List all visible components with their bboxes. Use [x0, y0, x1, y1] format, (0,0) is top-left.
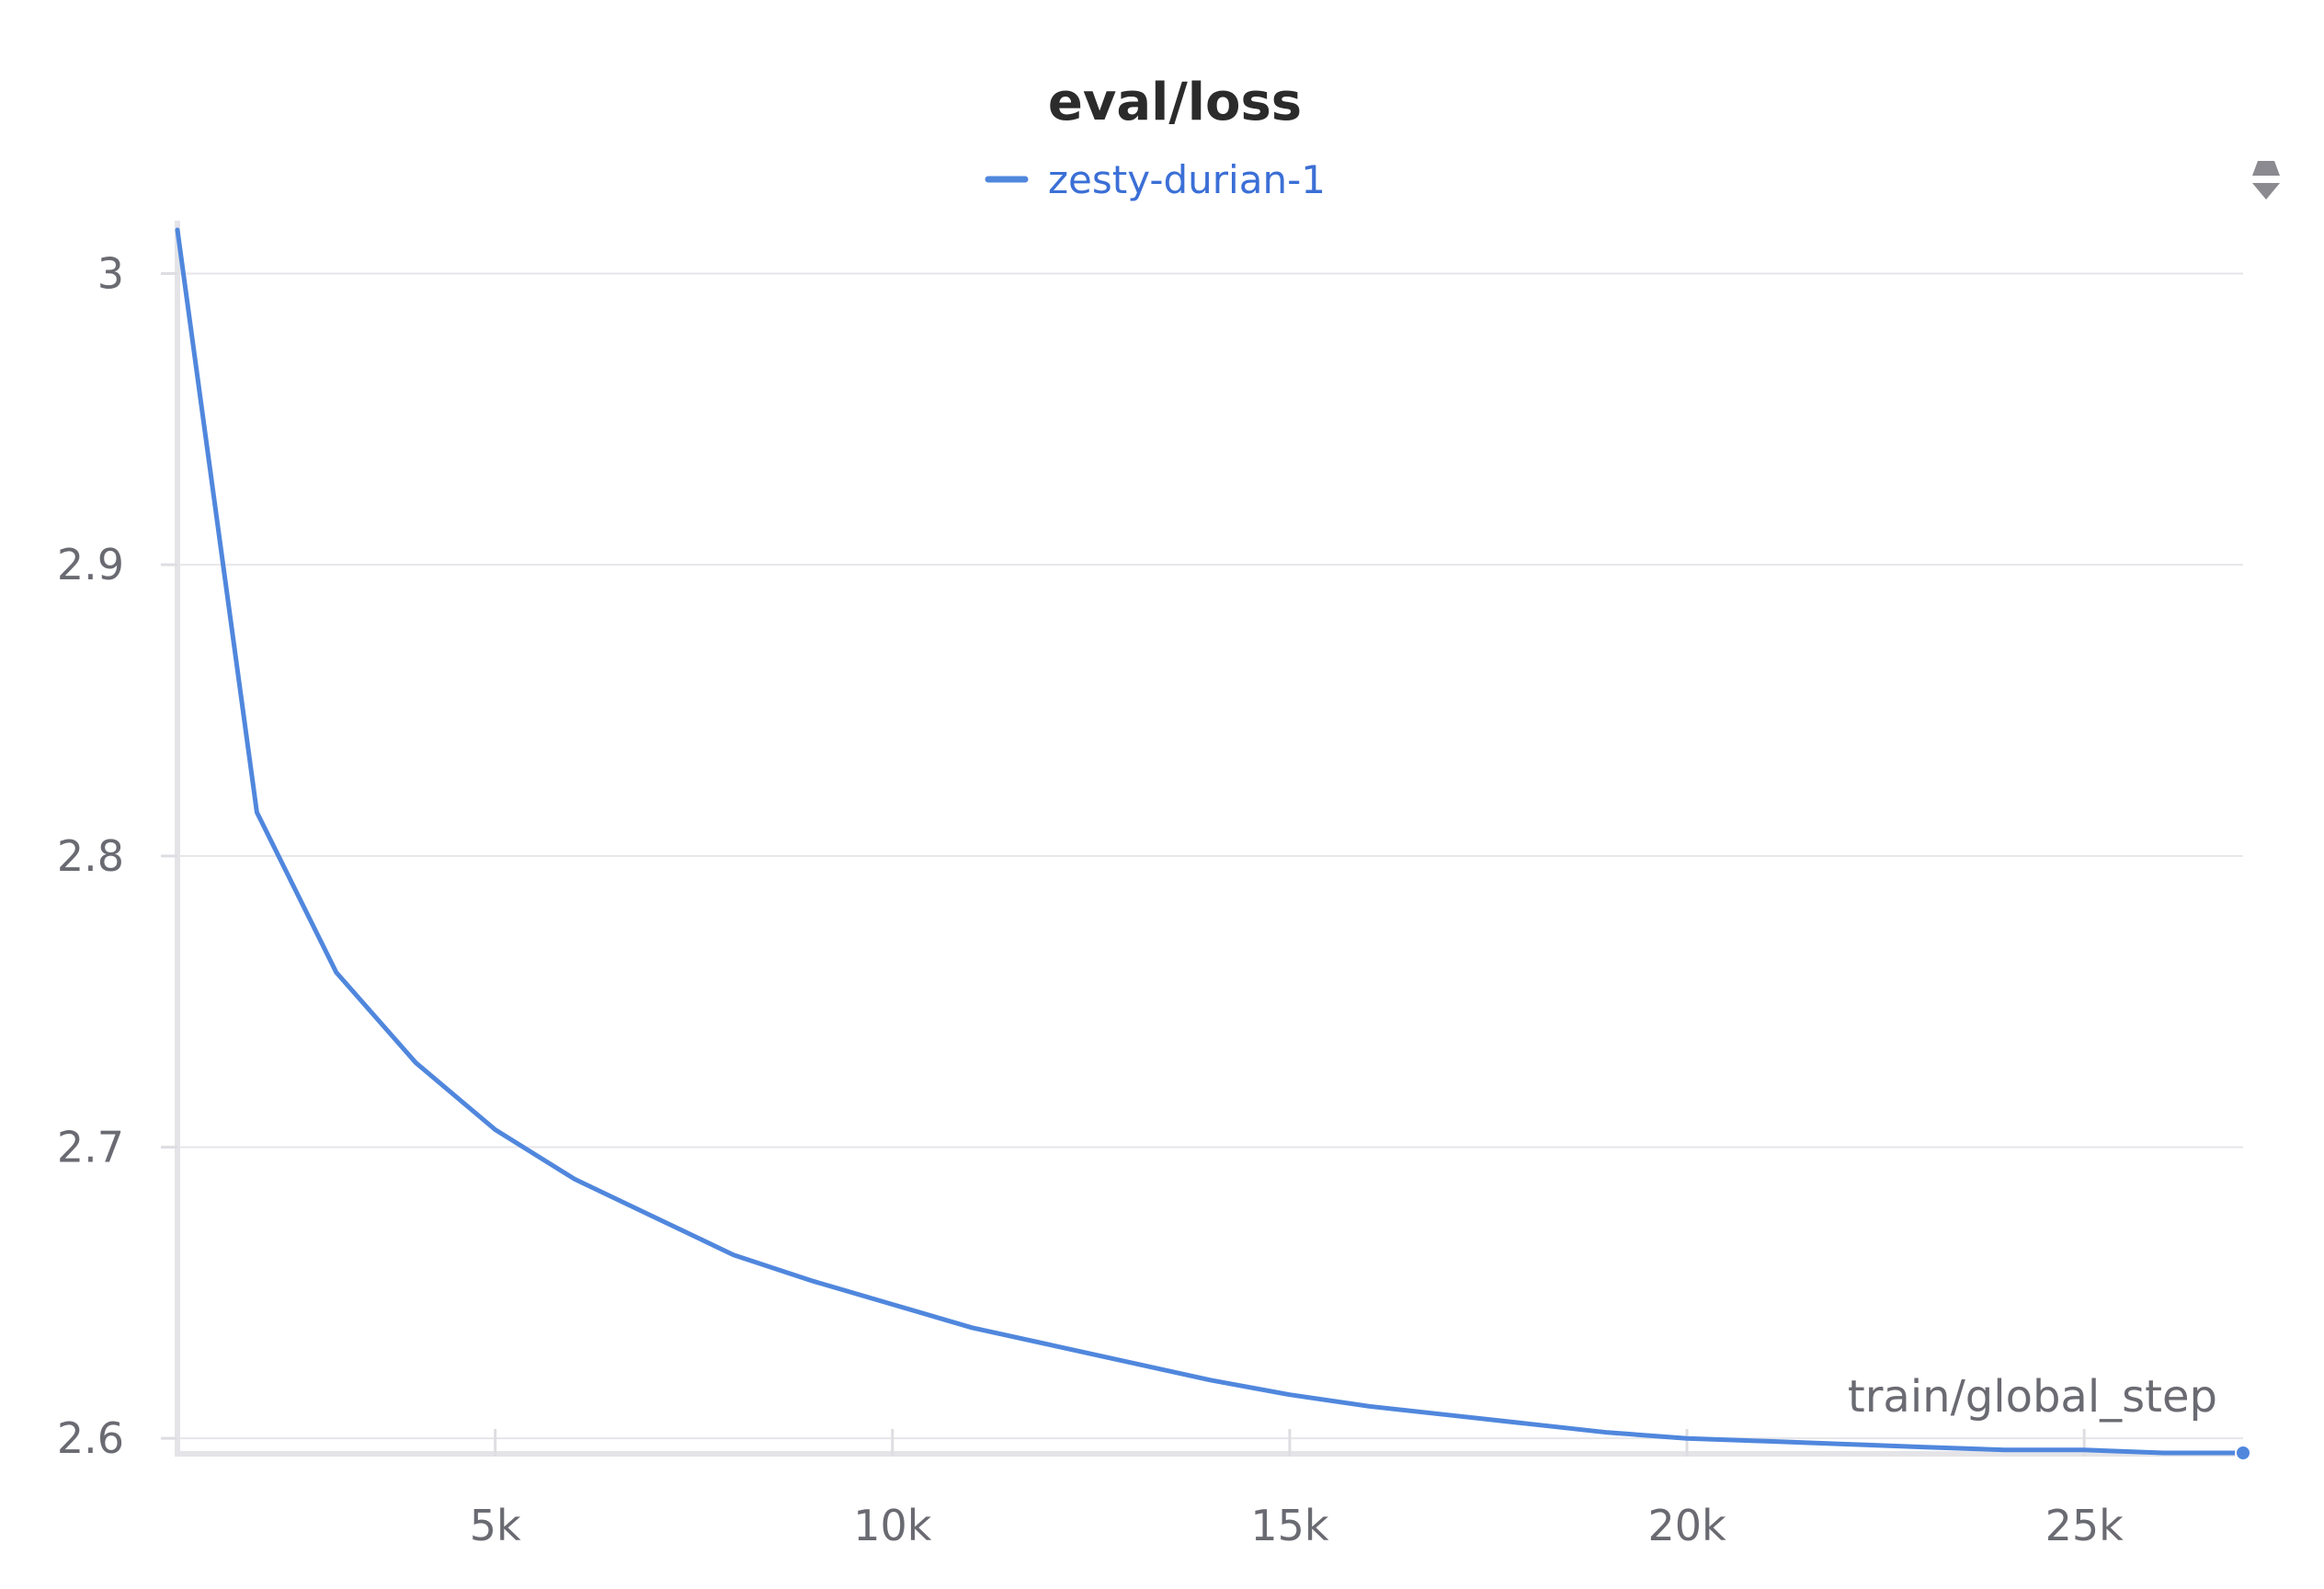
y-axis-ticks: 2.6 2.7 2.8 2.9 3 — [57, 249, 177, 1463]
y-tick-label: 3 — [97, 249, 124, 299]
y-tick-label: 2.9 — [57, 540, 124, 589]
x-tick-label: 25k — [2045, 1501, 2125, 1550]
series-lines[interactable] — [175, 227, 2251, 1461]
x-axis-label: train/global_step — [1848, 1371, 2217, 1423]
drag-handle-icon[interactable] — [2246, 155, 2286, 203]
y-tick-label: 2.6 — [57, 1413, 124, 1463]
x-tick-label: 20k — [1647, 1501, 1726, 1550]
x-tick-label: 15k — [1250, 1501, 1329, 1550]
legend-label[interactable]: zesty-durian-1 — [1048, 157, 1326, 202]
x-axis-ticks: 5k 10k 15k 20k 25k — [470, 1429, 2124, 1550]
y-tick-label: 2.8 — [57, 831, 124, 881]
y-tick-label: 2.7 — [57, 1123, 124, 1172]
chart-title: eval/loss — [1048, 73, 1302, 132]
grid-lines — [177, 272, 2243, 1440]
x-tick-label: 5k — [470, 1501, 521, 1550]
legend[interactable]: zesty-durian-1 — [985, 157, 1326, 202]
axes — [175, 221, 2243, 1457]
series-end-point[interactable] — [2235, 1445, 2251, 1461]
series-line[interactable] — [175, 227, 2246, 1456]
x-tick-label: 10k — [853, 1501, 932, 1550]
